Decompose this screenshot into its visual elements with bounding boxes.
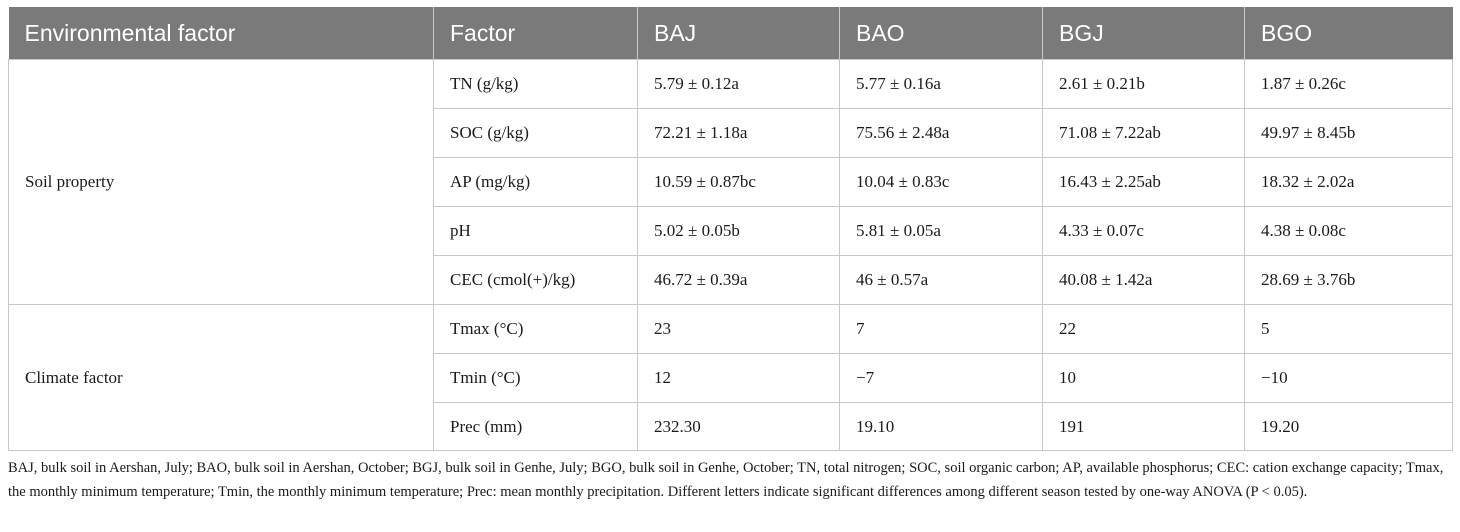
factor-cell: TN (g/kg) [433, 59, 638, 109]
group-soil-property: Soil property [8, 59, 434, 305]
value-cell: 19.10 [839, 402, 1043, 451]
table-row: CEC (cmol(+)/kg) 46.72 ± 0.39a 46 ± 0.57… [9, 255, 1453, 305]
value-cell: 2.61 ± 0.21b [1042, 59, 1245, 109]
table-row: SOC (g/kg) 72.21 ± 1.18a 75.56 ± 2.48a 7… [9, 108, 1453, 158]
factor-cell: AP (mg/kg) [433, 157, 638, 207]
value-cell: 28.69 ± 3.76b [1244, 255, 1453, 305]
data-table-container: Environmental factor Factor BAJ BAO BGJ … [8, 7, 1453, 451]
environmental-factor-table: Environmental factor Factor BAJ BAO BGJ … [8, 7, 1453, 451]
value-cell: 18.32 ± 2.02a [1244, 157, 1453, 207]
value-cell: 7 [839, 304, 1043, 354]
factor-cell: SOC (g/kg) [433, 108, 638, 158]
value-cell: 10.04 ± 0.83c [839, 157, 1043, 207]
table-row: AP (mg/kg) 10.59 ± 0.87bc 10.04 ± 0.83c … [9, 157, 1453, 207]
table-footnote: BAJ, bulk soil in Aershan, July; BAO, bu… [8, 460, 1444, 500]
value-cell: 5.02 ± 0.05b [637, 206, 840, 256]
factor-cell: Tmax (°C) [433, 304, 638, 354]
value-cell: 16.43 ± 2.25ab [1042, 157, 1245, 207]
header-environmental-factor: Environmental factor [8, 7, 434, 60]
value-cell: 4.38 ± 0.08c [1244, 206, 1453, 256]
table-row: Climate factor Tmax (°C) 23 7 22 5 [8, 304, 1453, 451]
header-bgj: BGJ [1042, 7, 1245, 60]
value-cell: −10 [1244, 353, 1453, 403]
header-bao: BAO [839, 7, 1043, 60]
header-baj: BAJ [637, 7, 840, 60]
header-factor: Factor [433, 7, 638, 60]
value-cell: 49.97 ± 8.45b [1244, 108, 1453, 158]
factor-cell: CEC (cmol(+)/kg) [433, 255, 638, 305]
table-row: pH 5.02 ± 0.05b 5.81 ± 0.05a 4.33 ± 0.07… [9, 206, 1453, 256]
value-cell: 191 [1042, 402, 1245, 451]
value-cell: 12 [637, 353, 840, 403]
value-cell: 40.08 ± 1.42a [1042, 255, 1245, 305]
factor-cell: pH [433, 206, 638, 256]
header-bgo: BGO [1244, 7, 1453, 60]
value-cell: 1.87 ± 0.26c [1244, 59, 1453, 109]
value-cell: 232.30 [637, 402, 840, 451]
value-cell: −7 [839, 353, 1043, 403]
value-cell: 46 ± 0.57a [839, 255, 1043, 305]
value-cell: 19.20 [1244, 402, 1453, 451]
table-row: Prec (mm) 232.30 19.10 191 19.20 [9, 402, 1453, 451]
value-cell: 22 [1042, 304, 1245, 354]
value-cell: 10.59 ± 0.87bc [637, 157, 840, 207]
value-cell: 75.56 ± 2.48a [839, 108, 1043, 158]
factor-cell: Tmin (°C) [433, 353, 638, 403]
value-cell: 10 [1042, 353, 1245, 403]
value-cell: 5 [1244, 304, 1453, 354]
value-cell: 5.77 ± 0.16a [839, 59, 1043, 109]
value-cell: 5.81 ± 0.05a [839, 206, 1043, 256]
table-row: Tmin (°C) 12 −7 10 −10 [9, 353, 1453, 403]
table-header-row: Environmental factor Factor BAJ BAO BGJ … [8, 7, 1453, 60]
value-cell: 23 [637, 304, 840, 354]
value-cell: 4.33 ± 0.07c [1042, 206, 1245, 256]
value-cell: 71.08 ± 7.22ab [1042, 108, 1245, 158]
value-cell: 46.72 ± 0.39a [637, 255, 840, 305]
value-cell: 5.79 ± 0.12a [637, 59, 840, 109]
table-row: Soil property TN (g/kg) 5.79 ± 0.12a 5.7… [8, 59, 1453, 305]
factor-cell: Prec (mm) [433, 402, 638, 451]
value-cell: 72.21 ± 1.18a [637, 108, 840, 158]
group-climate-factor: Climate factor [8, 304, 434, 451]
